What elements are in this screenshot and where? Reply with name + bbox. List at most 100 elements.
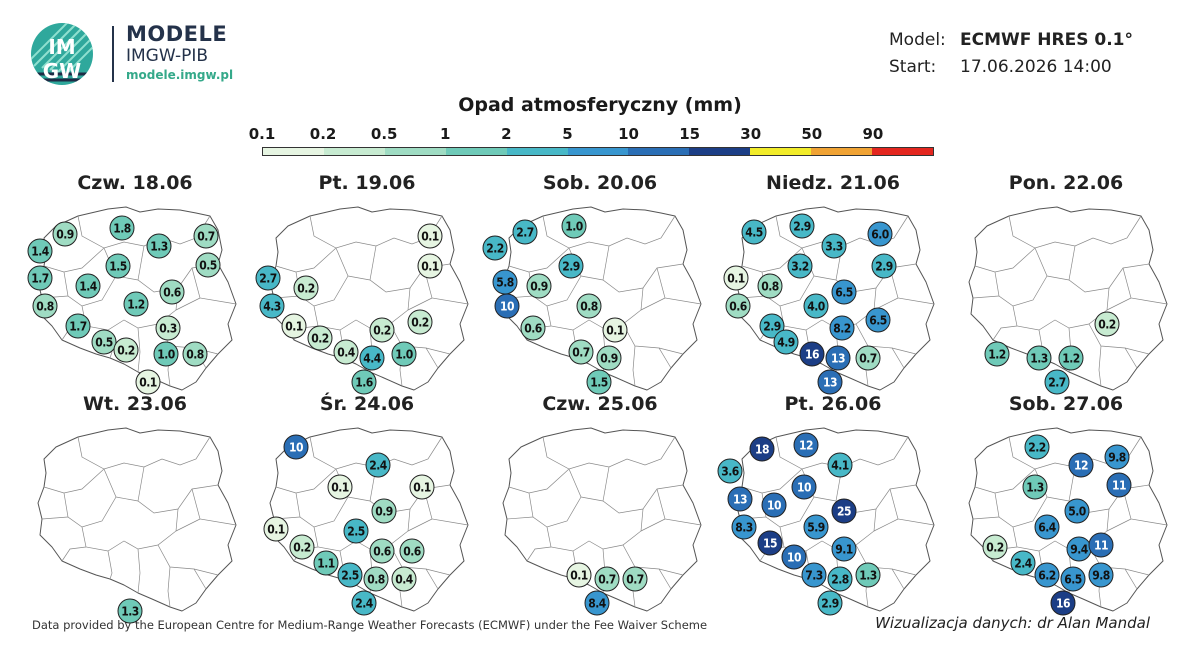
- precip-marker: 10: [494, 293, 520, 319]
- precip-marker: 0.1: [327, 474, 353, 500]
- precip-marker: 8.4: [584, 590, 610, 616]
- precip-marker: 0.1: [135, 369, 161, 395]
- voivodeship-border: [658, 347, 684, 355]
- start-label: Start:: [889, 57, 937, 77]
- precip-marker: 2.9: [789, 213, 815, 239]
- voivodeship-border: [61, 546, 87, 562]
- precip-marker: 0.2: [113, 337, 139, 363]
- precip-marker: 11: [1088, 532, 1114, 558]
- precip-marker: 1.3: [117, 598, 143, 624]
- poland-map: 2.2 12 9.8 11 1.3 5.0 6.4 0.2 9.4 11 2.4 6.2 6.5 9.8 1…: [951, 423, 1181, 616]
- precip-marker: 0.5: [195, 252, 221, 278]
- precip-marker: 18: [749, 436, 775, 462]
- legend-tick-label: 10: [618, 125, 639, 143]
- voivodeship-border: [855, 544, 905, 590]
- precip-marker: 2.4: [1010, 550, 1036, 576]
- legend-title: Opad atmosferyczny (mm): [458, 94, 742, 116]
- voivodeship-border: [602, 245, 610, 281]
- precip-marker: 6.2: [1034, 562, 1060, 588]
- legend-color-segment: [628, 148, 690, 155]
- voivodeship-border: [640, 297, 666, 311]
- legend-color-segment: [750, 148, 812, 155]
- voivodeship-border: [167, 566, 171, 608]
- precip-marker: 1.8: [109, 215, 135, 241]
- panel-date-title: Wt. 23.06: [83, 393, 187, 415]
- voivodeship-border: [741, 468, 803, 494]
- voivodeship-border: [63, 468, 117, 528]
- model-value: ECMWF HRES 0.1°: [960, 30, 1133, 50]
- voivodeship-border: [1124, 568, 1150, 576]
- voivodeship-border: [994, 247, 1048, 307]
- voivodeship-border: [275, 247, 337, 273]
- voivodeship-border: [425, 568, 451, 576]
- panel-date-title: Pon. 22.06: [1008, 172, 1124, 194]
- voivodeship-border: [175, 518, 201, 532]
- precip-marker: 4.1: [827, 452, 853, 478]
- poland-map: 18 12 3.6 4.1 13 10 10 25 8.3 5.9 15 9.1 10 7.3 2.8 1.3…: [717, 423, 948, 616]
- poland-outline: [502, 206, 702, 391]
- voivodeship-border: [313, 508, 411, 552]
- poland-map: 1.3: [20, 423, 250, 624]
- precip-marker: 0.8: [576, 293, 602, 319]
- voivodeship-border: [1068, 245, 1076, 281]
- legend-tick-label: 0.2: [309, 125, 337, 143]
- poland-outline: [968, 206, 1168, 391]
- voivodeship-border: [526, 546, 552, 562]
- precip-marker: 0.1: [409, 474, 435, 500]
- precip-marker: 1.0: [561, 213, 587, 239]
- forecast-panel: Czw. 25.06 0.1 0.7 0.7 8.4: [485, 393, 715, 618]
- precip-marker: 0.8: [757, 273, 783, 299]
- legend-color-segment: [811, 148, 873, 155]
- precip-marker: 0.2: [407, 309, 433, 335]
- legend-color-segment: [689, 148, 751, 155]
- legend-color-segment: [445, 148, 507, 155]
- logo-text-top: IM: [48, 35, 75, 59]
- precip-marker: 10: [283, 434, 309, 460]
- precip-marker: 1.7: [27, 265, 53, 291]
- precip-marker: 1.5: [105, 253, 131, 279]
- precip-marker: 0.3: [155, 315, 181, 341]
- precip-marker: 13: [817, 369, 843, 395]
- precip-marker: 0.8: [182, 341, 208, 367]
- precip-marker: 2.7: [255, 265, 281, 291]
- forecast-panel: Sob. 27.06 2.2 12 9.8 11 1.3 5.0 6.4 0.2 9.4 11 2.4…: [951, 393, 1181, 618]
- precip-marker: 5.9: [803, 514, 829, 540]
- legend-color-segment: [567, 148, 629, 155]
- voivodeship-border: [43, 247, 105, 273]
- panel-date-title: Pt. 26.06: [784, 393, 882, 415]
- voivodeship-border: [1124, 347, 1150, 355]
- precip-marker: 12: [793, 432, 819, 458]
- voivodeship-border: [137, 548, 141, 594]
- voivodeship-border: [407, 297, 433, 311]
- country-border: [37, 427, 237, 612]
- precip-marker: 3.2: [787, 253, 813, 279]
- precip-marker: 3.6: [717, 458, 743, 484]
- brand-subtitle: IMGW-PIB: [126, 46, 209, 66]
- precip-marker: 3.3: [821, 233, 847, 259]
- legend-tick-label: 0.5: [370, 125, 398, 143]
- precip-marker: 0.8: [363, 566, 389, 592]
- country-border: [968, 206, 1168, 391]
- voivodeship-border: [1106, 518, 1132, 532]
- legend-color-segment: [384, 148, 446, 155]
- voivodeship-border: [1098, 345, 1102, 387]
- precip-marker: 25: [831, 498, 857, 524]
- precip-marker: 0.2: [1094, 311, 1120, 337]
- voivodeship-border: [508, 468, 570, 494]
- precip-marker: 0.9: [596, 345, 622, 371]
- poland-map: 0.9 1.8 0.7 1.4 1.3 0.5 1.7 1.5 1.4 0.6 0.8 1.2 1.7 0…: [20, 202, 250, 395]
- precip-marker: 8.2: [829, 315, 855, 341]
- voivodeship-border: [580, 484, 684, 514]
- voivodeship-border: [602, 466, 610, 502]
- precip-marker: 15: [757, 530, 783, 556]
- brand-url-link[interactable]: modele.imgw.pl: [126, 68, 234, 82]
- precip-marker: 8.3: [731, 514, 757, 540]
- precip-marker: 0.6: [399, 538, 425, 564]
- model-label: Model:: [889, 30, 946, 50]
- poland-map: 0.1 0.1 2.7 0.2 4.3 0.1 0.2 0.2 0.2 0.4 4.4 1.0 1.6: [252, 202, 482, 395]
- precip-marker: 2.5: [337, 562, 363, 588]
- brand-title: MODELE: [126, 22, 228, 46]
- voivodeship-border: [580, 263, 684, 293]
- precip-marker: 0.2: [293, 275, 319, 301]
- panel-date-title: Śr. 24.06: [319, 393, 415, 415]
